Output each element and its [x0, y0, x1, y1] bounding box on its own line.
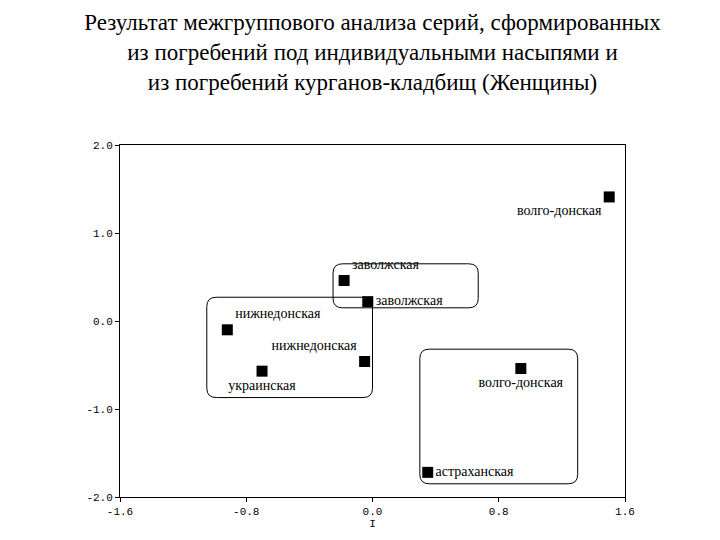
svg-text:-1.6: -1.6	[107, 506, 133, 518]
svg-text:астраханская: астраханская	[436, 464, 514, 479]
svg-text:-0.8: -0.8	[233, 506, 259, 518]
svg-text:заволжская: заволжская	[376, 293, 443, 308]
svg-text:0.8: 0.8	[489, 506, 509, 518]
svg-text:нижнедонская: нижнедонская	[271, 338, 357, 353]
svg-text:-1.0: -1.0	[86, 404, 112, 416]
svg-text:Результат межгруппового анализ: Результат межгруппового анализа серий, с…	[84, 10, 661, 95]
svg-text:заволжская: заволжская	[352, 257, 419, 272]
svg-text:1.0: 1.0	[93, 228, 113, 240]
svg-text:2.0: 2.0	[93, 140, 113, 152]
svg-text:украинская: украинская	[228, 378, 296, 393]
svg-text:I: I	[369, 518, 376, 530]
svg-text:нижнедонская: нижнедонская	[235, 306, 321, 321]
svg-text:1.6: 1.6	[615, 506, 635, 518]
svg-text:0.0: 0.0	[93, 316, 113, 328]
svg-text:-2.0: -2.0	[86, 492, 112, 504]
svg-text:0.0: 0.0	[363, 506, 383, 518]
svg-text:волго-донская: волго-донская	[479, 375, 564, 390]
svg-text:волго-донская: волго-донская	[517, 203, 602, 218]
